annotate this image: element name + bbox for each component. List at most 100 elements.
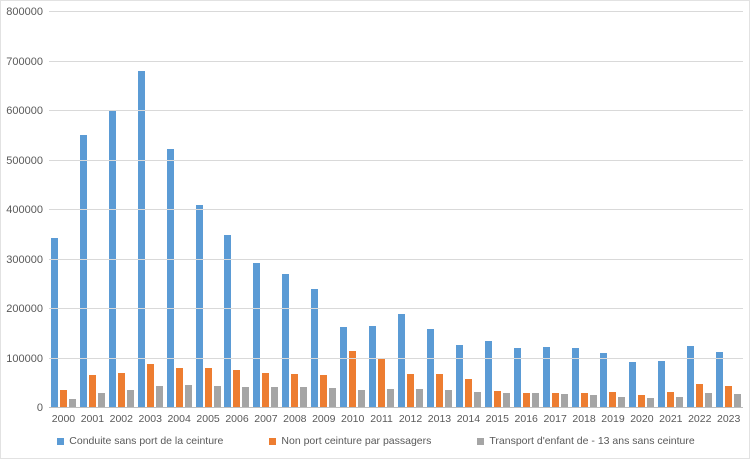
bar-group-2020 [627, 12, 656, 408]
legend-marker-icon [269, 437, 277, 445]
bar [340, 327, 348, 408]
bar [696, 384, 704, 408]
x-tick-label: 2018 [572, 413, 596, 425]
bar-group-2015 [483, 12, 512, 408]
bar-group-2016 [512, 12, 541, 408]
bar [531, 393, 539, 408]
bar-group-2006 [223, 12, 252, 408]
bar-group-2019 [599, 12, 628, 408]
x-tick-label: 2001 [80, 413, 105, 425]
bar [291, 374, 299, 408]
bar [242, 386, 250, 408]
bar [407, 373, 415, 408]
y-tick-label: 500000 [6, 154, 43, 167]
bar-group-2008 [280, 12, 309, 408]
bar [108, 111, 116, 408]
bar [734, 394, 742, 408]
x-tick-label: 2013 [427, 413, 452, 425]
legend: Conduite sans port de la ceinture Non por… [1, 435, 749, 447]
y-tick-label: 100000 [6, 352, 43, 365]
bar [369, 326, 377, 408]
legend-label: Non port ceinture par passagers [281, 435, 432, 447]
bar [224, 235, 232, 408]
y-tick-label: 800000 [6, 6, 43, 18]
bar [398, 313, 406, 408]
x-axis: 2000 2001 2002 2003 2004 2005 2006 2007 2008 2009… [49, 413, 743, 425]
bar [416, 388, 424, 408]
bar [493, 391, 501, 408]
bar [97, 392, 105, 408]
bar [378, 358, 386, 408]
bar-group-2014 [454, 12, 483, 408]
bar-group-2009 [309, 12, 338, 408]
bar [676, 397, 684, 408]
legend-item: Non port ceinture par passagers [269, 435, 431, 447]
bar [464, 378, 472, 408]
bar [589, 394, 597, 408]
bar [502, 392, 510, 408]
legend-item: Conduite sans port de la ceinture [57, 435, 223, 447]
legend-label: Transport d'enfant de - 13 ans sans cein… [489, 435, 695, 447]
bar [88, 375, 96, 408]
bar [253, 262, 261, 408]
bar [444, 390, 452, 408]
bar-group-2004 [165, 12, 194, 408]
bar [484, 341, 492, 408]
x-tick-label: 2020 [630, 413, 654, 425]
bar [580, 393, 588, 408]
bar [387, 389, 395, 408]
x-tick-label: 2007 [254, 413, 278, 425]
y-tick-label: 0 [36, 402, 43, 414]
bar-groups [49, 12, 743, 408]
bar-group-2023 [714, 12, 743, 408]
bar [522, 393, 530, 408]
x-tick-label: 2017 [543, 413, 567, 425]
bar [435, 374, 443, 408]
legend-marker-icon [477, 437, 485, 445]
bar [126, 389, 134, 408]
bar [551, 393, 559, 408]
y-tick-label: 200000 [6, 303, 43, 315]
x-tick-label: 2016 [514, 413, 538, 425]
bar [513, 347, 521, 408]
legend-item: Transport d'enfant de - 13 ans sans cein… [477, 435, 695, 447]
bar [59, 390, 67, 408]
bar-group-2017 [541, 12, 570, 408]
x-tick-label: 2022 [688, 413, 712, 425]
bar [638, 394, 646, 408]
bar [155, 386, 163, 408]
x-tick-label: 2008 [283, 413, 307, 425]
x-tick-label: 2009 [312, 413, 336, 425]
bar [705, 393, 713, 408]
bar [349, 351, 357, 408]
bar [725, 385, 733, 408]
bar-group-2012 [396, 12, 425, 408]
bar [473, 392, 481, 408]
x-tick-label: 2014 [456, 413, 481, 425]
y-tick-label: 600000 [6, 105, 43, 117]
bar [282, 274, 290, 408]
bar [175, 367, 183, 408]
legend-marker-icon [57, 437, 65, 445]
legend-label: Conduite sans port de la ceinture [69, 435, 224, 447]
bar [166, 148, 174, 408]
bar [300, 387, 308, 408]
x-tick-label: 2006 [225, 413, 249, 425]
bar [455, 344, 463, 408]
bar [600, 353, 608, 408]
bar-group-2010 [338, 12, 367, 408]
bar-group-2000 [49, 12, 78, 408]
x-tick-label: 2000 [51, 413, 76, 425]
plot-area [49, 11, 743, 408]
x-tick-label: 2003 [138, 413, 162, 425]
bar [204, 368, 212, 408]
bar-group-2021 [656, 12, 685, 408]
bar-group-2001 [78, 12, 107, 408]
bar [137, 71, 145, 408]
bar [50, 238, 58, 408]
bar-group-2005 [194, 12, 223, 408]
bar [233, 370, 241, 408]
bar [320, 375, 328, 408]
bar [329, 387, 337, 408]
bar [618, 396, 626, 408]
